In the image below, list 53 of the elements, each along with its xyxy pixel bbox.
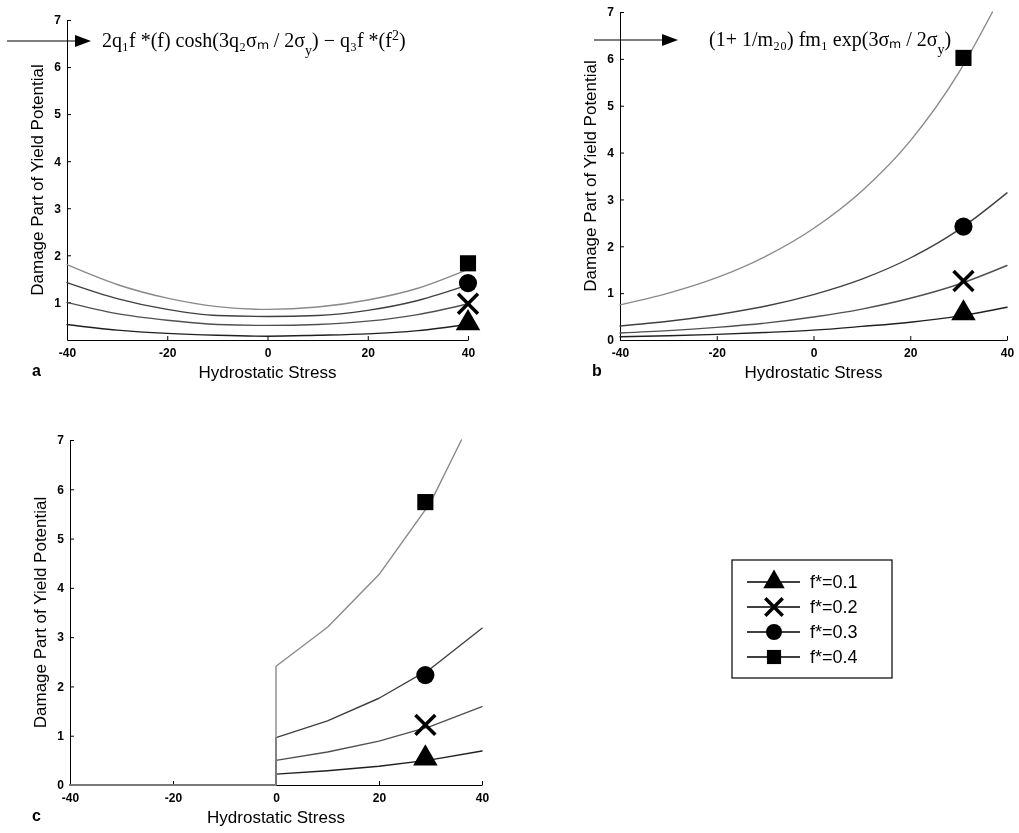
x-tick-label: 20 xyxy=(904,345,918,360)
y-tick-label: 4 xyxy=(54,154,62,169)
x-tick-label: 20 xyxy=(372,790,387,805)
x-tick-label: -40 xyxy=(611,345,630,360)
annotation: 2q₁f *(f) cosh(3q₂σₘ / 2σ$_{y}$) − q₃f *(f$^{2}$) xyxy=(102,27,406,58)
x-tick-label: 0 xyxy=(264,345,272,360)
y-tick-label: 0 xyxy=(607,333,615,348)
text: c xyxy=(32,807,41,824)
y-tick-label: 3 xyxy=(54,201,62,216)
y-tick-label: 3 xyxy=(57,630,65,645)
y-tick-label: 7 xyxy=(607,5,615,20)
annotation: (1+ 1/m₂₀) fm₁ exp(3σₘ / 2σ$_{y}$) xyxy=(709,28,952,57)
legend-label: f*=0.1 xyxy=(810,572,858,592)
y-axis-title: Damage Part of Yield Potential xyxy=(31,496,50,729)
x-axis-title: Hydrostatic Stress xyxy=(744,363,883,382)
y-tick-label: 1 xyxy=(54,295,62,310)
x-tick-label: 0 xyxy=(273,790,281,805)
y-tick-label: 6 xyxy=(54,60,62,75)
x-tick-label: -20 xyxy=(708,345,727,360)
y-tick-label: 7 xyxy=(57,433,65,448)
y-tick-label: 6 xyxy=(607,52,615,67)
x-tick-label: -20 xyxy=(164,790,183,805)
y-tick-label: 5 xyxy=(54,107,62,122)
y-tick-label: 0 xyxy=(57,778,65,793)
y-tick-label: 2 xyxy=(57,679,65,694)
legend-label: f*=0.3 xyxy=(810,622,858,642)
y-axis-title: Damage Part of Yield Potential xyxy=(28,64,47,296)
y-tick-label: 2 xyxy=(607,239,615,254)
y-tick-label: 2 xyxy=(54,248,62,263)
y-tick-label: 1 xyxy=(57,729,65,744)
y-tick-label: 5 xyxy=(607,99,615,114)
x-tick-label: 40 xyxy=(1000,345,1015,360)
y-tick-label: 7 xyxy=(54,13,62,28)
x-tick-label: -40 xyxy=(58,345,77,360)
x-tick-label: 20 xyxy=(361,345,376,360)
x-tick-label: 40 xyxy=(475,790,490,805)
y-tick-label: 3 xyxy=(607,192,615,207)
y-tick-label: 6 xyxy=(57,482,65,497)
x-tick-label: 40 xyxy=(461,345,476,360)
y-tick-label: 4 xyxy=(607,145,615,160)
legend-label: f*=0.2 xyxy=(810,597,858,617)
legend-label: f*=0.4 xyxy=(810,647,858,667)
x-tick-label: 0 xyxy=(810,345,818,360)
y-tick-label: 4 xyxy=(57,581,65,596)
y-axis-title: Damage Part of Yield Potential xyxy=(581,60,600,292)
text: b xyxy=(592,362,602,379)
x-tick-label: -40 xyxy=(61,790,80,805)
y-tick-label: 5 xyxy=(57,531,65,546)
x-axis-title: Hydrostatic Stress xyxy=(198,363,337,382)
x-tick-label: -20 xyxy=(159,345,177,360)
y-tick-label: 1 xyxy=(607,286,615,301)
x-axis-title: Hydrostatic Stress xyxy=(207,808,345,827)
text: a xyxy=(32,362,41,379)
